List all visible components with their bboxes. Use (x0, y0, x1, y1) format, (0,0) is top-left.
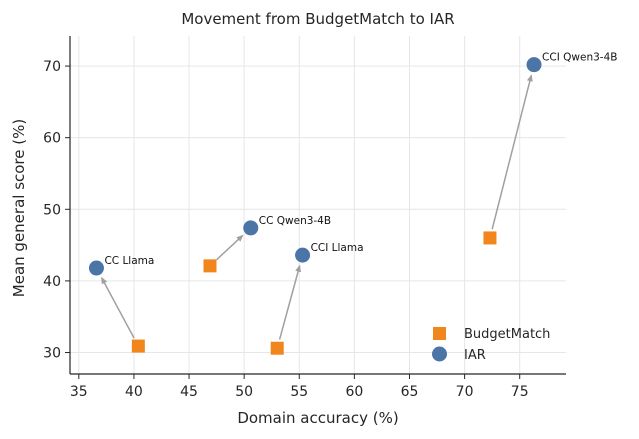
budgetmatch-point (203, 259, 217, 273)
iar-point (295, 247, 311, 263)
budgetmatch-point (483, 231, 497, 245)
point-label: CC Qwen3-4B (259, 215, 331, 227)
x-tick-label: 70 (456, 384, 474, 400)
x-tick-label: 35 (70, 384, 88, 400)
data-points: CC Llama CC Qwen3-4B CCI Llama CCI Qwen3-4B (88, 52, 617, 355)
x-tick-label: 50 (235, 384, 253, 400)
legend-marker-iar (432, 346, 447, 362)
legend: BudgetMatch IAR (432, 327, 550, 363)
x-tick-label: 40 (125, 384, 143, 400)
movement-arrows (100, 74, 533, 340)
budgetmatch-point (270, 341, 284, 355)
point-label: CCI Qwen3-4B (542, 52, 617, 64)
y-tick-label: 70 (43, 59, 61, 75)
y-tick-label: 30 (43, 346, 61, 362)
y-tick-label: 60 (43, 131, 61, 147)
y-tick-label: 40 (43, 274, 61, 290)
legend-marker-budgetmatch (433, 327, 446, 340)
y-axis-title: Mean general score (%) (10, 119, 28, 297)
x-tick-label: 65 (401, 384, 419, 400)
movement-arrow (100, 276, 135, 339)
iar-point (526, 57, 542, 73)
legend-label-iar: IAR (464, 348, 486, 363)
x-tick-label: 75 (511, 384, 529, 400)
iar-point (243, 220, 259, 236)
x-axis-title: Domain accuracy (%) (237, 409, 398, 427)
x-tick-label: 55 (290, 384, 308, 400)
budgetmatch-point (131, 339, 145, 353)
movement-arrow (278, 264, 301, 340)
point-label: CCI Llama (311, 242, 364, 254)
axes: 35 40 45 50 55 60 65 70 75 30 40 50 60 70 (43, 36, 566, 400)
grid (70, 36, 566, 374)
chart-title: Movement from BudgetMatch to IAR (181, 10, 454, 28)
point-label: CC Llama (104, 255, 154, 267)
legend-label-budgetmatch: BudgetMatch (464, 327, 550, 342)
x-tick-label: 60 (345, 384, 363, 400)
iar-point (88, 260, 104, 276)
x-tick-label: 45 (180, 384, 198, 400)
y-tick-label: 50 (43, 202, 61, 218)
movement-arrow (216, 234, 244, 261)
movement-arrow (491, 74, 533, 230)
